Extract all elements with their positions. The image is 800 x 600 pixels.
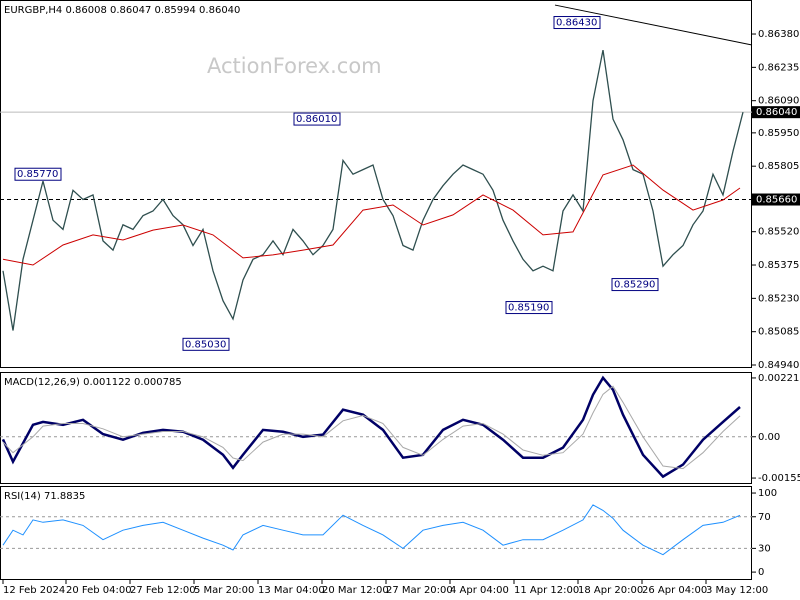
panel-frame <box>0 486 752 580</box>
y-tick-label: 0.85805 <box>758 161 799 172</box>
y-tick-label: 0.00 <box>758 432 780 443</box>
x-tick-label: 3 May 12:00 <box>706 585 768 596</box>
annotation-label: 0.85290 <box>614 280 655 291</box>
x-tick-label: 11 Apr 12:00 <box>514 585 579 596</box>
y-tick-label: 0.85375 <box>758 260 799 271</box>
annotation-label: 0.85190 <box>508 303 549 314</box>
x-tick-label: 18 Apr 20:00 <box>578 585 643 596</box>
price-label: 0.86040 <box>756 107 797 118</box>
x-tick-label: 4 Apr 04:00 <box>450 585 509 596</box>
y-tick-label: 0.86235 <box>758 62 799 73</box>
x-tick-label: 27 Mar 20:00 <box>386 585 453 596</box>
x-tick-label: 20 Feb 04:00 <box>66 585 132 596</box>
x-tick-label: 20 Mar 12:00 <box>322 585 389 596</box>
annotation-label: 0.86430 <box>556 18 597 29</box>
y-tick-label: 30 <box>758 543 771 554</box>
y-tick-label: 0.85085 <box>758 327 799 338</box>
annotation-label: 0.85770 <box>17 169 58 180</box>
y-tick-label: 0.85520 <box>758 227 799 238</box>
y-tick-label: -0.001556 <box>758 473 800 484</box>
y-tick-label: 0.86090 <box>758 96 799 107</box>
annotation-box <box>611 278 659 292</box>
x-tick-label: 13 Mar 04:00 <box>258 585 325 596</box>
panel-frame <box>0 0 752 368</box>
x-tick-label: 5 Mar 20:00 <box>194 585 254 596</box>
series-line <box>2 504 741 556</box>
price-label-box <box>752 106 800 119</box>
x-tick-label: 12 Feb 2024 <box>3 585 65 596</box>
y-tick-label: 70 <box>758 512 771 523</box>
y-tick-label: 100 <box>758 488 777 499</box>
annotation-box <box>505 301 553 315</box>
panel-title: RSI(14) 71.8835 <box>4 491 85 502</box>
series-line <box>2 164 741 266</box>
y-tick-label: 0.86380 <box>758 29 799 40</box>
price-label-box <box>752 193 800 206</box>
annotation-box <box>553 16 601 30</box>
x-tick-label: 27 Feb 12:00 <box>130 585 196 596</box>
y-tick-label: 0.84940 <box>758 360 799 371</box>
annotation-box <box>293 112 341 126</box>
annotation-box <box>14 167 62 181</box>
y-tick-label: 0.002216 <box>758 373 800 384</box>
y-tick-label: 0.85950 <box>758 128 799 139</box>
price-label: 0.85660 <box>756 195 797 206</box>
y-tick-label: 0 <box>758 567 764 578</box>
trend-line <box>554 4 753 46</box>
annotation-label: 0.85030 <box>185 339 226 350</box>
panel-title: EURGBP,H4 0.86008 0.86047 0.85994 0.8604… <box>4 5 240 16</box>
annotation-box <box>182 337 230 351</box>
panel-title: MACD(12,26,9) 0.001122 0.000785 <box>4 377 182 388</box>
panel-frame <box>0 372 752 484</box>
series-line <box>2 385 741 470</box>
watermark: ActionForex.com <box>207 54 382 78</box>
series-line <box>1 375 741 479</box>
x-tick-label: 26 Apr 04:00 <box>642 585 707 596</box>
annotation-label: 0.86010 <box>296 114 337 125</box>
y-tick-label: 0.85230 <box>758 293 799 304</box>
series-line <box>2 49 744 331</box>
